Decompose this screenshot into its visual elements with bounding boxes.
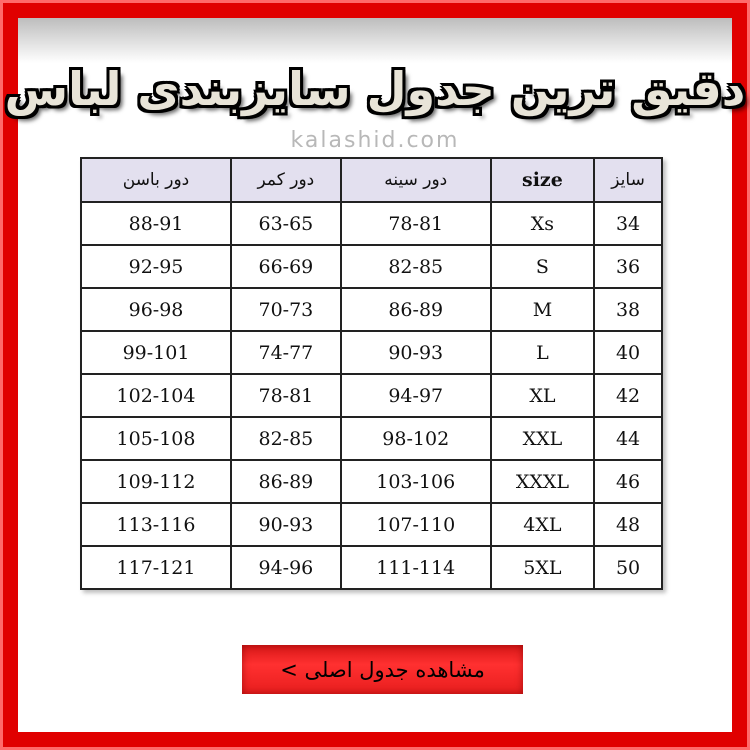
table-cell: 74-77: [230, 330, 342, 375]
table-cell: 38: [593, 287, 663, 332]
table-cell: 78-81: [339, 201, 492, 246]
table-cell: 117-121: [79, 545, 233, 590]
table-cell: 82-85: [230, 416, 342, 461]
site-watermark: kalashid.com: [290, 128, 460, 153]
table-cell: 46: [593, 459, 663, 504]
table-cell: 42: [593, 373, 663, 418]
table-cell: 48: [593, 502, 663, 547]
table-cell: 88-91: [79, 201, 233, 246]
table-cell: S: [489, 244, 596, 289]
table-cell: 5XL: [489, 545, 596, 590]
table-cell: 98-102: [339, 416, 492, 461]
table-cell: 86-89: [230, 459, 342, 504]
table-row: 34 Xs 78-81 63-65 88-91: [79, 201, 663, 246]
table-row: 40 L 90-93 74-77 99-101: [79, 330, 663, 375]
column-header: دور باسن: [79, 157, 233, 203]
table-cell: 50: [593, 545, 663, 590]
table-cell: XXXL: [489, 459, 596, 504]
table-cell: 107-110: [339, 502, 492, 547]
column-header: سایز: [593, 157, 663, 203]
table-cell: 113-116: [79, 502, 233, 547]
size-chart-table: سایز size دور سینه دور کمر دور باسن 34 Xs 78-8…: [79, 157, 663, 590]
table-cell: 78-81: [230, 373, 342, 418]
table-cell: Xs: [489, 201, 596, 246]
table-row: 44 XXL 98-102 82-85 105-108: [79, 416, 663, 461]
table-row: 38 M 86-89 70-73 96-98: [79, 287, 663, 332]
table-cell: 44: [593, 416, 663, 461]
table-row: 42 XL 94-97 78-81 102-104: [79, 373, 663, 418]
table-cell: 86-89: [339, 287, 492, 332]
table-cell: 63-65: [230, 201, 342, 246]
table-cell: 66-69: [230, 244, 342, 289]
column-header: size: [489, 157, 596, 203]
page-title: دقیق ترین جدول سایزبندی لباس: [4, 62, 746, 116]
table-cell: 102-104: [79, 373, 233, 418]
table-row: 50 5XL 111-114 94-96 117-121: [79, 545, 663, 590]
table-row: 46 XXXL 103-106 86-89 109-112: [79, 459, 663, 504]
table-header-row: سایز size دور سینه دور کمر دور باسن: [79, 157, 663, 203]
column-header: دور سینه: [339, 157, 492, 203]
table-cell: M: [489, 287, 596, 332]
table-cell: 96-98: [79, 287, 233, 332]
table-cell: 34: [593, 201, 663, 246]
table-cell: 90-93: [339, 330, 492, 375]
table-cell: 109-112: [79, 459, 233, 504]
table-cell: 70-73: [230, 287, 342, 332]
table-row: 36 S 82-85 66-69 92-95: [79, 244, 663, 289]
table-cell: 92-95: [79, 244, 233, 289]
table-cell: 111-114: [339, 545, 492, 590]
view-original-table-button[interactable]: مشاهده جدول اصلی >: [242, 645, 523, 694]
table-cell: XXL: [489, 416, 596, 461]
table-cell: 90-93: [230, 502, 342, 547]
table-cell: 94-96: [230, 545, 342, 590]
table-cell: L: [489, 330, 596, 375]
table-cell: XL: [489, 373, 596, 418]
table-cell: 105-108: [79, 416, 233, 461]
column-header: دور کمر: [230, 157, 342, 203]
table-cell: 40: [593, 330, 663, 375]
table-cell: 4XL: [489, 502, 596, 547]
table-cell: 82-85: [339, 244, 492, 289]
table-cell: 94-97: [339, 373, 492, 418]
table-cell: 36: [593, 244, 663, 289]
table-row: 48 4XL 107-110 90-93 113-116: [79, 502, 663, 547]
table-cell: 99-101: [79, 330, 233, 375]
table-cell: 103-106: [339, 459, 492, 504]
